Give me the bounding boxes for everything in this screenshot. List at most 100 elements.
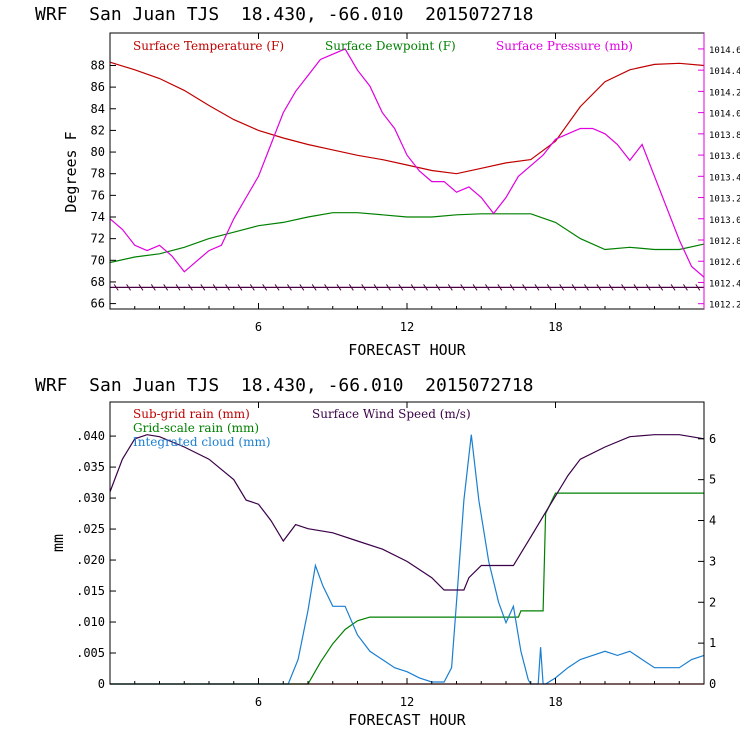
chart1-y2tick-label: 1014.4	[709, 67, 740, 77]
chart1-line-surface-temperature-f	[109, 61, 705, 175]
wind-barb	[621, 284, 626, 291]
chart1-xtick-label: 12	[400, 320, 414, 334]
wind-barb	[336, 284, 342, 291]
chart1-ytick-label: 78	[91, 167, 105, 181]
chart2-y2tick-label: 4	[709, 514, 716, 528]
chart2-series	[109, 434, 705, 685]
chart1-series	[109, 48, 705, 278]
chart2-y2tick-label: 3	[709, 554, 716, 568]
chart2-legend-wind-speed: Surface Wind Speed (m/s)	[312, 407, 471, 421]
chart1-y2tick-label: 1013.4	[709, 173, 740, 183]
chart1-y2tick-label: 1013.8	[709, 131, 740, 141]
wind-barb	[398, 284, 404, 291]
wind-barb	[497, 284, 503, 291]
chart2-xtick-label: 6	[255, 695, 262, 709]
wind-barb	[522, 284, 527, 291]
chart1-y2tick-label: 1014.0	[709, 110, 740, 120]
chart2-xlabel: FORECAST HOUR	[348, 711, 466, 729]
chart1-y2tick-label: 1014.2	[709, 88, 740, 98]
chart1-y2tick-label: 1013.0	[709, 216, 740, 226]
wind-barb	[546, 284, 552, 291]
wind-barb	[584, 284, 589, 291]
chart2-ytick-label: .025	[76, 522, 105, 536]
wind-barb	[212, 284, 218, 291]
wind-barb	[138, 284, 144, 291]
chart1-y2tick-label: 1013.2	[709, 195, 740, 205]
chart2-y2tick-label: 6	[709, 432, 716, 446]
chart2-ytick-label: 0	[98, 677, 105, 691]
chart1-ytick-label: 80	[91, 145, 105, 159]
chart2-line-integrated-cloud-mm	[110, 434, 705, 685]
wind-barb	[225, 284, 230, 291]
chart2-y2tick-label: 5	[709, 473, 716, 487]
chart1-ytick-label: 74	[91, 210, 105, 224]
wind-barb	[113, 284, 119, 291]
wind-barb	[175, 284, 181, 291]
chart1-xlabel: FORECAST HOUR	[348, 341, 466, 359]
chart1-plot-frame	[109, 32, 705, 310]
wind-barb	[485, 284, 490, 291]
wind-barb	[163, 284, 169, 291]
wind-barb	[435, 284, 441, 291]
chart1-wind-barbs	[110, 284, 704, 291]
chart2-legend-gridscale-rain: Grid-scale rain (mm)	[133, 421, 259, 435]
chart2-ytick-label: .015	[76, 584, 105, 598]
wind-barb	[658, 284, 664, 291]
chart2-title: WRF San Juan TJS 18.430, -66.010 2015072…	[35, 375, 534, 396]
wind-barb	[559, 284, 565, 291]
chart1-legend-pressure: Surface Pressure (mb)	[496, 39, 633, 53]
chart2-xtick-label: 18	[548, 695, 562, 709]
wind-barb	[237, 284, 243, 291]
wind-barb	[633, 284, 639, 291]
chart2-ytick-label: .020	[76, 553, 105, 567]
wind-barb	[645, 284, 651, 291]
wind-barb	[386, 284, 391, 291]
chart2-ytick-label: .005	[76, 646, 105, 660]
chart1-axes: 6 12 18 66 68 70 72 74 76 78 80 82 84 86 88 1012.2 1012.…	[91, 33, 740, 334]
chart1-y2tick-label: 1012.8	[709, 237, 740, 247]
chart2-line-surface-wind-speed-m-s	[109, 434, 705, 591]
chart1-y2tick-label: 1014.6	[709, 46, 740, 56]
chart1-ytick-label: 66	[91, 297, 105, 311]
wind-barb	[361, 284, 367, 291]
wind-barb	[274, 284, 280, 291]
chart1-y2tick-label: 1012.2	[709, 301, 740, 311]
chart2-axes: 6 12 180.005.010.015.020.025.030.035.04001…	[76, 402, 716, 709]
chart2-line-grid-scale-rain-mm	[110, 492, 704, 685]
wind-barb	[670, 284, 676, 291]
temperature-chart: WRF San Juan TJS 18.430, -66.010 2015072…	[35, 4, 740, 359]
wind-barb	[683, 284, 688, 291]
chart2-xtick-label: 12	[400, 695, 414, 709]
wind-barb	[188, 284, 193, 291]
wind-barb	[200, 284, 206, 291]
wind-barb	[287, 284, 292, 291]
chart1-line-surface-pressure-mb	[109, 48, 705, 278]
wind-barb	[373, 284, 379, 291]
wind-barb	[608, 284, 614, 291]
chart1-title: WRF San Juan TJS 18.430, -66.010 2015072…	[35, 4, 534, 25]
wind-barb	[460, 284, 466, 291]
chart2-ytick-label: .040	[76, 429, 105, 443]
wind-barb	[311, 284, 317, 291]
wind-barb	[410, 284, 416, 291]
chart1-ylabel: Degrees F	[62, 131, 80, 212]
wind-barb	[423, 284, 428, 291]
chart1-ytick-label: 76	[91, 188, 105, 202]
chart2-y2tick-label: 0	[709, 677, 716, 691]
chart2-y2tick-label: 1	[709, 636, 716, 650]
wind-barb	[150, 284, 156, 291]
chart1-legend-dewpoint: Surface Dewpoint (F)	[325, 39, 456, 53]
chart1-ytick-label: 82	[91, 123, 105, 137]
wind-barb	[324, 284, 329, 291]
chart2-ylabel: mm	[49, 534, 67, 552]
chart1-y2tick-label: 1013.6	[709, 152, 740, 162]
chart1-ytick-label: 68	[91, 275, 105, 289]
chart1-ytick-label: 86	[91, 80, 105, 94]
chart1-ytick-label: 70	[91, 253, 105, 267]
wind-barb	[534, 284, 540, 291]
chart1-ytick-label: 72	[91, 232, 105, 246]
wind-barb	[447, 284, 453, 291]
chart1-xtick-label: 6	[255, 320, 262, 334]
chart1-ytick-label: 88	[91, 58, 105, 72]
